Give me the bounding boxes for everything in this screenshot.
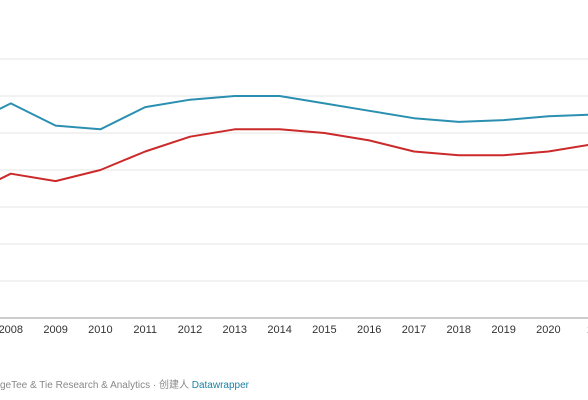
- x-tick-label: 2010: [88, 324, 112, 336]
- x-tick-label: 2016: [357, 324, 381, 336]
- x-tick-label: 2020: [536, 324, 560, 336]
- series-lines: [0, 95, 588, 183]
- chart-footer: geTee & Tie Research & Analytics · 创建人 D…: [0, 376, 249, 391]
- x-tick-label: 2011: [133, 324, 157, 336]
- x-tick-label: 2009: [43, 324, 67, 336]
- series-line-1: [0, 95, 588, 131]
- x-tick-label: 2008: [0, 324, 23, 336]
- line-chart: 2008 2009 2010 2011 2012 2013 2014 2015 2016 2017…: [0, 58, 588, 336]
- x-tick-label: 2013: [223, 324, 247, 336]
- x-tick-label: 2018: [447, 324, 471, 336]
- x-tick-label: 2019: [491, 324, 515, 336]
- source-credit: geTee & Tie Research & Analytics · 创建人: [0, 380, 192, 391]
- x-tick-label: 2015: [312, 324, 336, 336]
- x-tick-label: 2012: [178, 324, 202, 336]
- x-tick-label: 2014: [267, 324, 291, 336]
- series-line-2: [0, 128, 588, 183]
- x-axis-ticks: 2008 2009 2010 2011 2012 2013 2014 2015 2016 2017…: [0, 324, 588, 336]
- datawrapper-link[interactable]: Datawrapper: [191, 380, 250, 391]
- x-tick-label: 2017: [402, 324, 426, 336]
